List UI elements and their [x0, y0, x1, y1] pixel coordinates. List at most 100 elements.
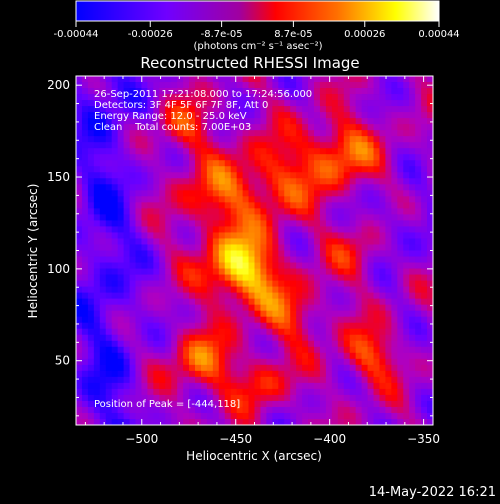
heatmap-cell	[93, 370, 101, 378]
heatmap-cell	[319, 202, 327, 209]
heatmap-cell	[343, 316, 351, 324]
heatmap-cell	[177, 352, 184, 360]
heatmap-cell	[93, 130, 101, 137]
heatmap-cell	[81, 322, 89, 330]
heatmap-cell	[230, 382, 238, 390]
heatmap-cell	[427, 364, 433, 372]
heatmap-cell	[212, 124, 220, 131]
heatmap-cell	[373, 394, 380, 402]
heatmap-cell	[153, 196, 160, 203]
heatmap-cell	[87, 94, 95, 101]
heatmap-cell	[224, 214, 232, 221]
heatmap-cell	[200, 382, 208, 390]
heatmap-cell	[171, 328, 178, 336]
heatmap-cell	[254, 160, 261, 167]
heatmap-cell	[212, 418, 220, 425]
heatmap-cell	[296, 220, 303, 227]
heatmap-cell	[212, 376, 220, 384]
heatmap-cell	[254, 238, 261, 245]
heatmap-cell	[99, 118, 107, 125]
heatmap-cell	[76, 382, 83, 390]
heatmap-cell	[183, 268, 190, 275]
heatmap-cell	[200, 256, 208, 263]
heatmap-cell	[159, 112, 166, 119]
heatmap-cell	[224, 160, 232, 167]
heatmap-cell	[308, 298, 315, 306]
heatmap-cell	[218, 298, 226, 306]
heatmap-cell	[367, 352, 374, 360]
heatmap-cell	[379, 154, 386, 161]
heatmap-cell	[99, 334, 107, 342]
heatmap-cell	[385, 202, 392, 209]
heatmap-cell	[325, 136, 333, 143]
heatmap-cell	[343, 178, 351, 185]
heatmap-cell	[153, 208, 160, 215]
heatmap-cell	[147, 190, 154, 197]
heatmap-cell	[218, 202, 226, 209]
heatmap-cell	[129, 184, 136, 191]
heatmap-cell	[183, 124, 190, 131]
heatmap-cell	[403, 268, 410, 275]
heatmap-cell	[218, 172, 226, 179]
heatmap-cell	[325, 274, 333, 281]
heatmap-cell	[361, 130, 368, 137]
heatmap-cell	[242, 334, 249, 342]
heatmap-cell	[415, 166, 422, 173]
heatmap-cell	[153, 418, 160, 425]
heatmap-cell	[93, 76, 101, 83]
heatmap-cell	[141, 232, 148, 239]
heatmap-cell	[171, 274, 178, 281]
heatmap-cell	[129, 160, 136, 167]
heatmap-cell	[177, 112, 184, 119]
heatmap-cell	[123, 304, 130, 312]
heatmap-cell	[123, 202, 130, 209]
heatmap-cell	[93, 88, 101, 95]
heatmap-cell	[93, 268, 101, 275]
heatmap-cell	[159, 232, 166, 239]
heatmap-cell	[171, 142, 178, 149]
heatmap-cell	[254, 178, 261, 185]
heatmap-cell	[129, 124, 136, 131]
heatmap-cell	[248, 184, 255, 191]
heatmap-cell	[153, 364, 160, 372]
heatmap-cell	[325, 238, 333, 245]
heatmap-cell	[290, 112, 297, 119]
heatmap-cell	[87, 178, 95, 185]
heatmap-cell	[314, 280, 321, 288]
heatmap-cell	[290, 118, 297, 125]
heatmap-cell	[272, 268, 279, 275]
heatmap-cell	[123, 172, 130, 179]
heatmap-cell	[385, 256, 392, 263]
heatmap-cell	[254, 100, 261, 107]
heatmap-cell	[296, 382, 303, 390]
heatmap-cell	[314, 418, 321, 425]
heatmap-cell	[111, 232, 119, 239]
heatmap-cell	[236, 148, 243, 155]
heatmap-cell	[165, 274, 172, 281]
heatmap-cell	[415, 160, 422, 167]
heatmap-cell	[391, 316, 398, 324]
heatmap-cell	[81, 196, 89, 203]
heatmap-cell	[93, 202, 101, 209]
heatmap-cell	[177, 316, 184, 324]
heatmap-cell	[290, 190, 297, 197]
heatmap-cell	[278, 304, 285, 312]
heatmap-cell	[385, 220, 392, 227]
heatmap-cell	[278, 184, 285, 191]
heatmap-cell	[248, 100, 255, 107]
heatmap-cell	[242, 280, 249, 288]
heatmap-cell	[230, 136, 238, 143]
heatmap-cell	[403, 304, 410, 312]
heatmap-cell	[272, 238, 279, 245]
heatmap-cell	[81, 244, 89, 251]
heatmap-cell	[290, 244, 297, 251]
heatmap-cell	[147, 346, 154, 354]
heatmap-cell	[385, 274, 392, 281]
heatmap-cell	[391, 304, 398, 312]
heatmap-cell	[242, 412, 249, 420]
heatmap-cell	[171, 172, 178, 179]
heatmap-cell	[147, 376, 154, 384]
heatmap-cell	[165, 298, 172, 306]
heatmap-cell	[76, 214, 83, 221]
y-tick-label: 150	[47, 170, 70, 184]
